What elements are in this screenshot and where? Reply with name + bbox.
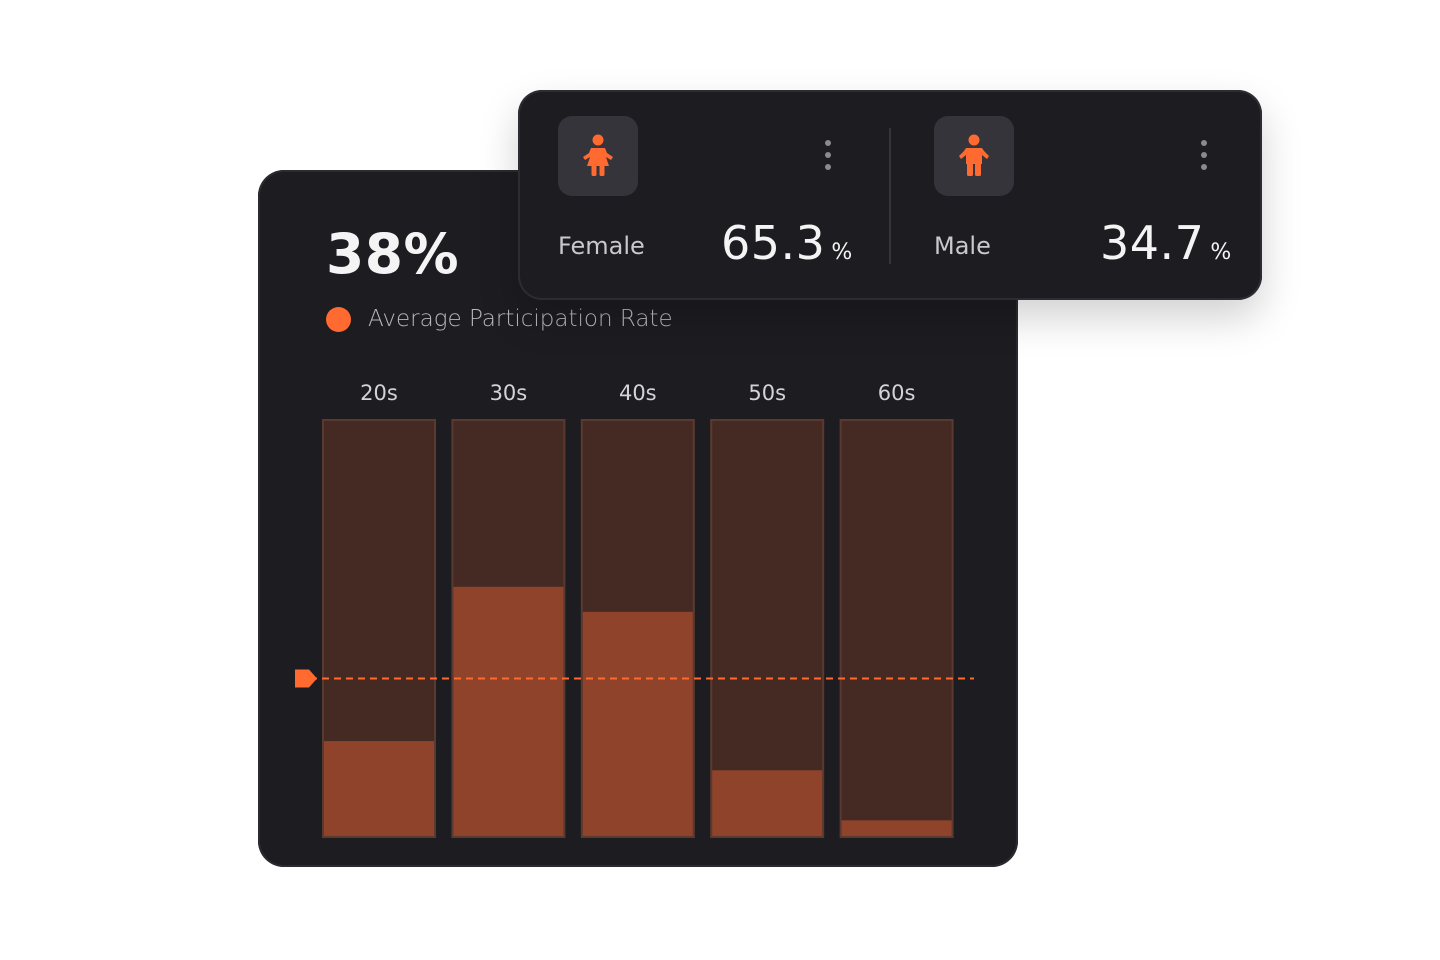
female-icon-box [558, 116, 638, 196]
male-percentage-unit: % [1210, 240, 1232, 265]
female-label: Female [558, 232, 645, 260]
male-more-options-button[interactable] [1197, 140, 1211, 170]
bar-track-50s [710, 419, 825, 838]
category-label-20s: 20s [360, 381, 398, 405]
bar-60s [841, 820, 952, 836]
average-participation-value: 38% [326, 222, 460, 286]
chart-legend: Average Participation Rate [326, 306, 673, 332]
gender-divider [889, 128, 891, 264]
female-percentage-unit: % [831, 240, 853, 265]
female-person-icon [583, 134, 613, 176]
category-label-50s: 50s [748, 381, 786, 405]
category-label-40s: 40s [619, 381, 657, 405]
legend-label: Average Participation Rate [368, 306, 673, 332]
gender-panel-female: Female 65.3 % [518, 90, 888, 300]
age-participation-bar-chart: 20s 30s 40s 50s 60s [295, 381, 974, 838]
average-marker [295, 669, 317, 688]
male-person-icon [959, 134, 989, 176]
female-more-options-button[interactable] [821, 140, 835, 170]
bar-20s [324, 741, 434, 836]
male-icon-box [934, 116, 1014, 196]
gender-panel-male: Male 34.7 % [894, 90, 1264, 300]
bar-40s [582, 611, 693, 836]
bar-50s [712, 770, 823, 836]
legend-dot [326, 306, 351, 332]
bar-30s [453, 586, 564, 836]
female-percentage-value: 65.3 [721, 216, 826, 270]
category-label-30s: 30s [490, 381, 528, 405]
female-percentage: 65.3 % [721, 216, 852, 270]
bar-track-60s [839, 419, 954, 838]
category-label-60s: 60s [878, 381, 916, 405]
male-percentage: 34.7 % [1100, 216, 1231, 270]
male-percentage-value: 34.7 [1100, 216, 1205, 270]
male-label: Male [934, 232, 991, 260]
gender-breakdown-card: Female 65.3 % Male 34.7 % [518, 90, 1262, 300]
